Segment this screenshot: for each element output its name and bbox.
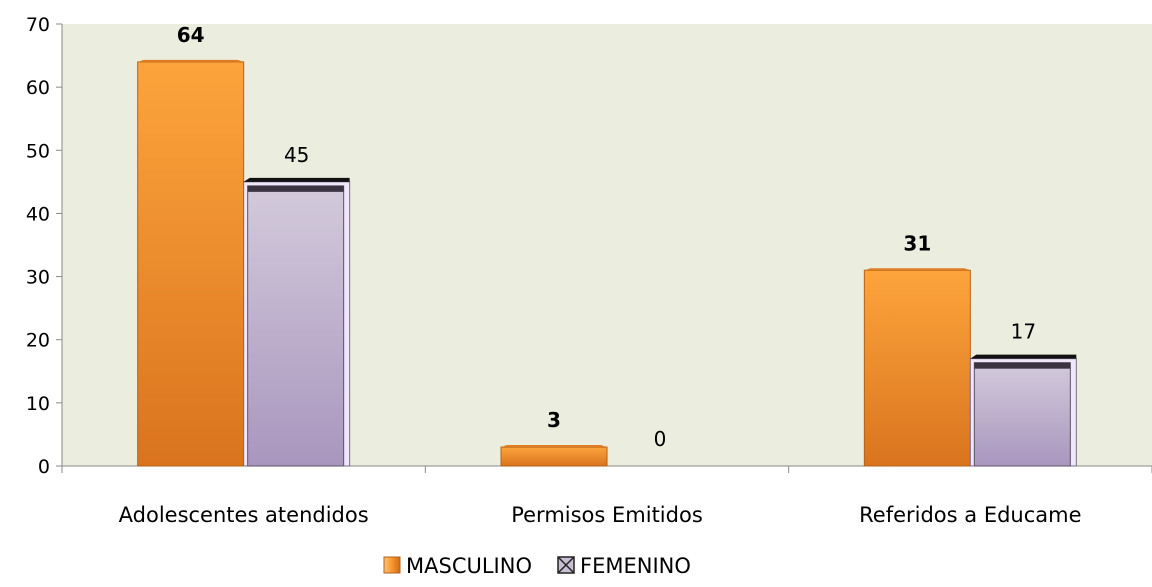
bar-femenino-top-bevel xyxy=(974,362,1071,369)
bar-masculino xyxy=(137,61,245,467)
x-category-label: Adolescentes atendidos xyxy=(119,503,369,527)
bar-femenino-top xyxy=(970,354,1077,359)
bar-femenino-face xyxy=(247,185,345,467)
legend-label: FEMENINO xyxy=(580,554,691,578)
y-tick-label: 70 xyxy=(26,14,50,36)
data-label: 31 xyxy=(903,231,931,255)
legend-item: MASCULINO xyxy=(383,554,532,578)
legend-label: MASCULINO xyxy=(406,554,532,578)
legend-swatch-femenino-cross xyxy=(557,556,575,574)
y-tick-label: 50 xyxy=(26,140,50,162)
bar-masculino-top xyxy=(137,59,244,62)
y-tick-label: 10 xyxy=(26,393,50,415)
x-category-label: Referidos a Educame xyxy=(859,503,1081,527)
data-label: 3 xyxy=(547,408,561,432)
bar-femenino-face xyxy=(973,362,1071,467)
y-tick-label: 20 xyxy=(26,330,50,352)
bar-masculino xyxy=(863,269,971,467)
bar-masculino-top xyxy=(864,268,971,271)
y-tick-label: 40 xyxy=(26,203,50,225)
bar-femenino-top xyxy=(243,177,350,182)
bar-masculino xyxy=(500,446,608,467)
legend: MASCULINO FEMENINO xyxy=(383,554,691,578)
x-category-label: Permisos Emitidos xyxy=(511,503,703,527)
y-tick-label: 0 xyxy=(38,456,50,478)
y-tick-label: 60 xyxy=(26,77,50,99)
bar-femenino-top-bevel xyxy=(247,185,344,192)
legend-swatch-masculino xyxy=(383,556,401,574)
y-tick-label: 30 xyxy=(26,267,50,289)
legend-item: FEMENINO xyxy=(557,554,691,578)
data-label: 17 xyxy=(1011,320,1036,344)
data-label: 45 xyxy=(284,143,309,167)
bar-masculino-top xyxy=(501,445,607,448)
data-label: 64 xyxy=(177,23,205,47)
data-label: 0 xyxy=(654,427,667,451)
